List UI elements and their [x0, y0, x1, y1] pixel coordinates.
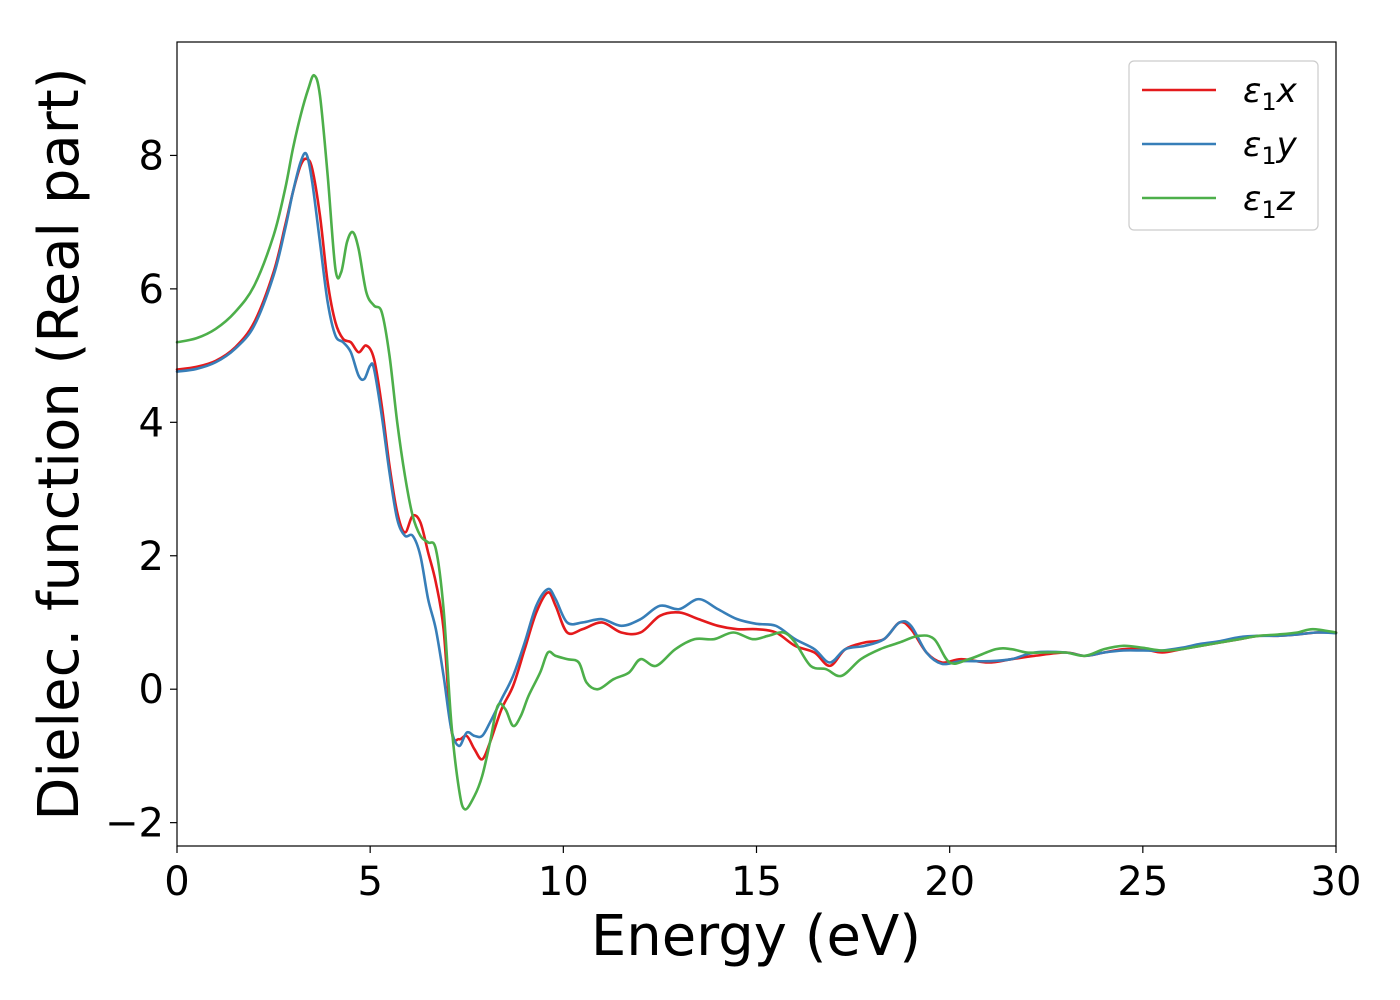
x-tick-label: 10 [538, 859, 589, 905]
legend-label-z: ε1z [1243, 179, 1296, 224]
plot-lines [175, 74, 1338, 811]
legend-label-x: ε1x [1243, 71, 1298, 116]
x-axis-ticks: 0 5 10 15 20 25 30 [164, 846, 1361, 905]
legend-box [1128, 60, 1319, 231]
x-tick-label: 15 [731, 859, 782, 905]
y-tick-label: −2 [105, 801, 164, 847]
series-line-z [175, 74, 1338, 811]
series-line-x [175, 157, 1338, 761]
x-tick-label: 30 [1311, 859, 1362, 905]
y-tick-label: 8 [139, 133, 164, 179]
x-tick-label: 20 [924, 859, 975, 905]
y-tick-label: 6 [139, 267, 164, 313]
series-line-y [175, 151, 1338, 748]
y-tick-label: 4 [139, 400, 164, 446]
x-tick-label: 25 [1117, 859, 1168, 905]
y-axis-ticks: −2 0 2 4 6 8 [105, 133, 177, 847]
legend: ε1x ε1y ε1z [1128, 60, 1319, 231]
x-tick-label: 5 [357, 859, 382, 905]
y-axis-title: Dielec. function (Real part) [27, 67, 92, 820]
x-tick-label: 0 [164, 859, 189, 905]
legend-label-y: ε1y [1243, 125, 1298, 170]
y-tick-label: 2 [139, 534, 164, 580]
y-tick-label: 0 [139, 667, 164, 713]
x-axis-title: Energy (eV) [591, 904, 921, 969]
